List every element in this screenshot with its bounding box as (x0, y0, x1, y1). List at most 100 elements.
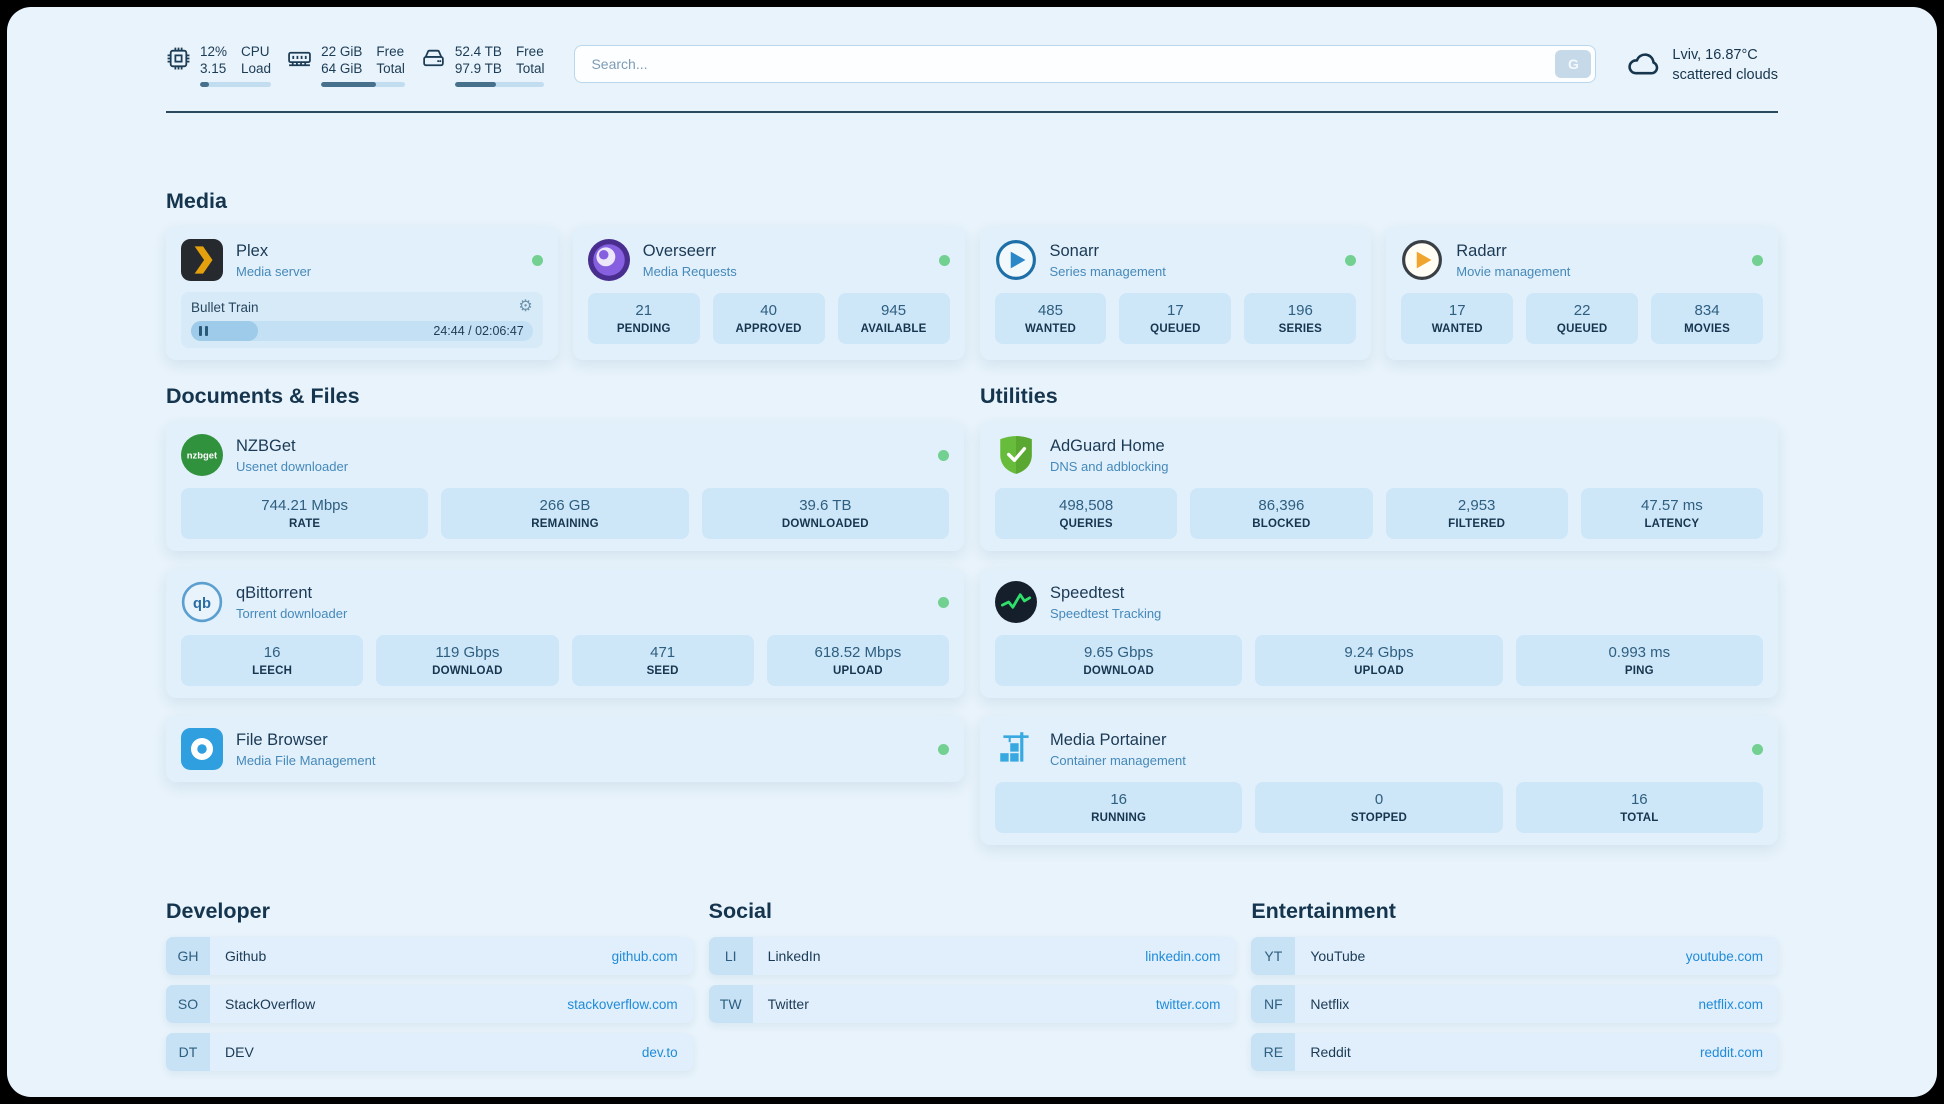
stat-box: 17 WANTED (1401, 293, 1514, 344)
svg-text:qb: qb (193, 596, 211, 612)
stat-box: 119 Gbps DOWNLOAD (376, 635, 559, 686)
stat-value: 47.57 ms (1641, 497, 1703, 514)
plex-icon (181, 239, 223, 281)
stat-value: 498,508 (1059, 497, 1114, 514)
stat-value: 22 (1573, 302, 1591, 319)
service-title: qBittorrent (236, 583, 313, 602)
disk-label-bottom: Total (515, 61, 545, 76)
service-card-portainer[interactable]: Media Portainer Container management 16 … (980, 716, 1778, 845)
cpu-widget-body: 12% 3.15 CPU Load (200, 43, 272, 87)
service-card-radarr[interactable]: Radarr Movie management 17 WANTED 22 QUE… (1386, 227, 1778, 360)
section-heading-media: Media (166, 189, 227, 213)
service-title: File Browser (236, 730, 328, 749)
stat-box: 0.993 ms PING (1515, 635, 1763, 686)
service-card-adguard[interactable]: AdGuard Home DNS and adblocking 498,508 … (980, 422, 1778, 551)
pause-icon[interactable] (199, 326, 208, 336)
section-heading-social: Social (708, 899, 772, 923)
service-meta: Overseerr Media Requests (643, 242, 737, 279)
bookmark-github[interactable]: GH Github github.com (166, 937, 693, 975)
service-card-qbittorrent[interactable]: qb qBittorrent Torrent downloader 16 (166, 569, 964, 698)
card-header: Sonarr Series management (995, 239, 1357, 281)
bookmark-name: Twitter (767, 996, 809, 1012)
stat-label: SERIES (1278, 323, 1322, 335)
gear-icon[interactable]: ⚙ (518, 298, 533, 315)
stat-label: LEECH (252, 665, 293, 677)
stat-box: 16 LEECH (181, 635, 364, 686)
service-title: Media Portainer (1050, 730, 1167, 749)
bookmark-name: YouTube (1310, 948, 1366, 964)
cpu-load-value: 3.15 (200, 61, 227, 76)
service-subtitle: Media Requests (642, 263, 737, 279)
ram-widget: 22 GiB 64 GiB Free Total (287, 43, 405, 87)
stat-box: 47.57 ms LATENCY (1580, 488, 1763, 539)
stat-box: 471 SEED (571, 635, 754, 686)
search-input[interactable] (574, 45, 1597, 83)
weather-location: Lviv, 16.87°C (1672, 47, 1758, 63)
stat-value: 9.65 Gbps (1084, 644, 1154, 661)
bookmark-name: LinkedIn (767, 948, 821, 964)
stat-box: 618.52 Mbps UPLOAD (766, 635, 949, 686)
stat-value: 618.52 Mbps (814, 644, 902, 661)
bookmark-url: stackoverflow.com (567, 996, 678, 1012)
status-online-dot (1752, 743, 1763, 755)
svg-text:nzbget: nzbget (187, 451, 218, 462)
cpu-label-col: CPU Load (241, 43, 271, 77)
stat-box: 266 GB REMAINING (441, 488, 689, 539)
documents-stack: nzbget NZBGet Usenet downloader 744.21 M… (166, 422, 964, 782)
bookmark-youtube[interactable]: YT YouTube youtube.com (1251, 937, 1778, 975)
bookmark-linkedin[interactable]: LI LinkedIn linkedin.com (708, 937, 1236, 975)
stat-value: 16 (1110, 791, 1127, 808)
qbittorrent-icon: qb (181, 581, 223, 623)
bookmark-netflix[interactable]: NF Netflix netflix.com (1251, 985, 1778, 1023)
status-online-dot (938, 449, 949, 461)
bookmark-reddit[interactable]: RE Reddit reddit.com (1251, 1033, 1778, 1071)
section-heading-documents: Documents & Files (166, 384, 360, 408)
service-title: Overseerr (642, 241, 717, 260)
stat-box: 9.24 Gbps UPLOAD (1255, 635, 1503, 686)
disk-icon (421, 46, 446, 71)
service-card-sonarr[interactable]: Sonarr Series management 485 WANTED 17 Q… (979, 227, 1372, 360)
bookmark-twitter[interactable]: TW Twitter twitter.com (708, 985, 1236, 1023)
stats-row: 16 RUNNING 0 STOPPED 16 TOTAL (995, 782, 1763, 833)
service-title: Plex (236, 241, 269, 260)
service-card-plex[interactable]: Plex Media server Bullet Train ⚙ (166, 227, 558, 360)
disk-label-top: Free (515, 44, 544, 59)
filebrowser-icon (181, 728, 223, 770)
weather-condition: scattered clouds (1672, 67, 1778, 83)
service-card-speedtest[interactable]: Speedtest Speedtest Tracking 9.65 Gbps D… (980, 569, 1778, 698)
service-card-overseerr[interactable]: Overseerr Media Requests 21 PENDING 40 A… (572, 227, 965, 360)
status-online-dot (531, 254, 543, 266)
bookmark-stackoverflow[interactable]: SO StackOverflow stackoverflow.com (166, 985, 693, 1023)
search-engine-button[interactable]: G (1555, 50, 1592, 78)
plex-now-playing: Bullet Train ⚙ 24:44 / 02:06:47 (181, 292, 543, 348)
service-subtitle: Media File Management (236, 752, 376, 768)
cpu-usage-bar-fill (200, 82, 209, 87)
stat-box: 744.21 Mbps RATE (181, 488, 429, 539)
stat-value: 17 (1167, 302, 1184, 319)
stats-row: 16 LEECH 119 Gbps DOWNLOAD 471 SEED (181, 635, 949, 686)
overseerr-icon (587, 239, 630, 281)
ram-values: 22 GiB 64 GiB Free Total (321, 43, 405, 77)
sonarr-icon (995, 239, 1037, 281)
section-heading-utilities: Utilities (980, 384, 1058, 408)
bookmark-list: LI LinkedIn linkedin.com TW Twitter twit… (708, 937, 1236, 1023)
service-subtitle: Usenet downloader (236, 458, 349, 474)
ram-label-col: Free Total (376, 43, 405, 77)
progress-track[interactable] (191, 321, 533, 341)
disk-total-value: 97.9 TB (454, 61, 502, 76)
bookmark-url: reddit.com (1699, 1044, 1763, 1060)
stat-label: LATENCY (1644, 518, 1700, 530)
portainer-icon (995, 728, 1037, 770)
stat-value: 196 (1287, 302, 1313, 319)
bookmark-list: GH Github github.com SO StackOverflow st… (166, 937, 693, 1071)
radarr-icon (1401, 239, 1443, 281)
disk-usage-bar-fill (454, 82, 497, 87)
section-media: Media Plex Media server (166, 189, 1778, 360)
service-card-filebrowser[interactable]: File Browser Media File Management (166, 716, 964, 782)
bookmark-dev[interactable]: DT DEV dev.to (166, 1033, 693, 1071)
stat-box: 945 AVAILABLE (837, 293, 950, 344)
service-card-nzbget[interactable]: nzbget NZBGet Usenet downloader 744.21 M… (166, 422, 964, 551)
bookmark-url: twitter.com (1155, 996, 1221, 1012)
system-widgets: 12% 3.15 CPU Load (166, 43, 545, 87)
stat-box: 0 STOPPED (1255, 782, 1503, 833)
